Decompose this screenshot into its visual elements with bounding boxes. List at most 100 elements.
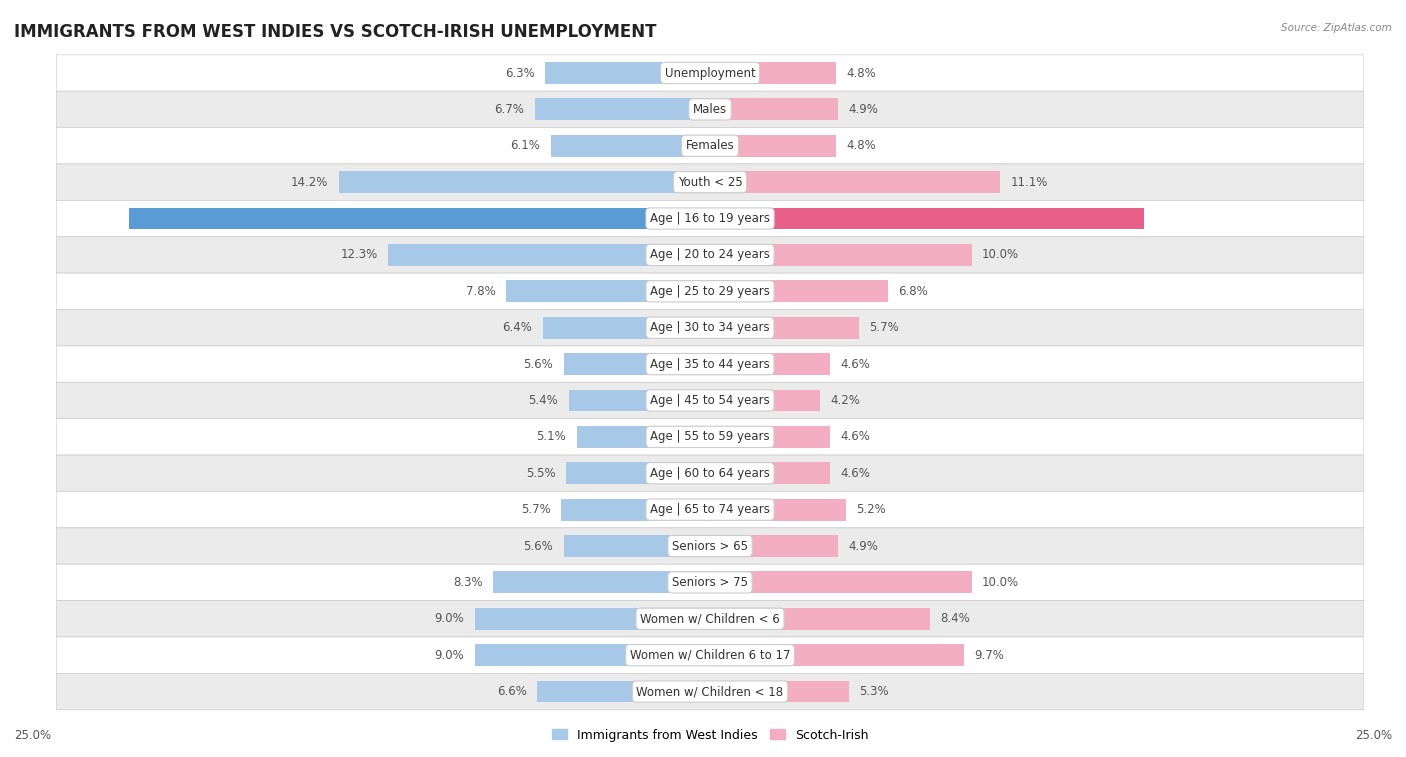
Text: 12.3%: 12.3% xyxy=(340,248,378,261)
FancyBboxPatch shape xyxy=(56,346,1364,382)
Bar xyxy=(475,608,710,630)
Bar xyxy=(534,98,710,120)
Text: 5.1%: 5.1% xyxy=(537,431,567,444)
Bar xyxy=(710,280,887,302)
Text: 14.2%: 14.2% xyxy=(291,176,328,188)
Bar xyxy=(710,316,859,338)
Text: Seniors > 75: Seniors > 75 xyxy=(672,576,748,589)
Text: Seniors > 65: Seniors > 65 xyxy=(672,540,748,553)
FancyBboxPatch shape xyxy=(56,491,1364,528)
Text: Age | 25 to 29 years: Age | 25 to 29 years xyxy=(650,285,770,298)
Text: 25.0%: 25.0% xyxy=(1355,729,1392,742)
Text: 9.0%: 9.0% xyxy=(434,649,464,662)
FancyBboxPatch shape xyxy=(56,674,1364,710)
Text: Age | 55 to 59 years: Age | 55 to 59 years xyxy=(650,431,770,444)
Text: 6.8%: 6.8% xyxy=(898,285,928,298)
Bar xyxy=(710,171,1000,193)
Text: Females: Females xyxy=(686,139,734,152)
Text: Unemployment: Unemployment xyxy=(665,67,755,79)
FancyBboxPatch shape xyxy=(56,637,1364,674)
FancyBboxPatch shape xyxy=(56,273,1364,310)
Text: 4.6%: 4.6% xyxy=(841,357,870,371)
Bar xyxy=(388,244,710,266)
Text: 16.6%: 16.6% xyxy=(1154,212,1192,225)
Text: 6.6%: 6.6% xyxy=(498,685,527,698)
FancyBboxPatch shape xyxy=(56,528,1364,564)
FancyBboxPatch shape xyxy=(56,600,1364,637)
Text: 5.3%: 5.3% xyxy=(859,685,889,698)
Bar xyxy=(710,207,1144,229)
FancyBboxPatch shape xyxy=(56,91,1364,128)
Bar xyxy=(546,62,710,84)
Text: Age | 65 to 74 years: Age | 65 to 74 years xyxy=(650,503,770,516)
Text: 5.6%: 5.6% xyxy=(523,540,553,553)
Bar xyxy=(710,644,963,666)
Bar xyxy=(710,354,831,375)
Text: 4.2%: 4.2% xyxy=(831,394,860,407)
Bar xyxy=(494,572,710,593)
FancyBboxPatch shape xyxy=(56,55,1364,91)
Bar xyxy=(129,207,710,229)
Text: Age | 30 to 34 years: Age | 30 to 34 years xyxy=(650,321,770,334)
Text: 8.4%: 8.4% xyxy=(941,612,970,625)
Bar xyxy=(710,535,838,557)
Bar xyxy=(710,499,846,521)
Bar xyxy=(710,572,972,593)
Bar xyxy=(710,98,838,120)
Text: 4.8%: 4.8% xyxy=(846,67,876,79)
Text: 9.0%: 9.0% xyxy=(434,612,464,625)
Text: 22.2%: 22.2% xyxy=(82,212,120,225)
FancyBboxPatch shape xyxy=(56,164,1364,201)
FancyBboxPatch shape xyxy=(56,310,1364,346)
FancyBboxPatch shape xyxy=(56,382,1364,419)
Text: 4.6%: 4.6% xyxy=(841,467,870,480)
Bar xyxy=(543,316,710,338)
Text: 7.8%: 7.8% xyxy=(465,285,495,298)
Bar xyxy=(710,62,835,84)
Bar xyxy=(564,354,710,375)
Text: 4.8%: 4.8% xyxy=(846,139,876,152)
Bar xyxy=(564,535,710,557)
FancyBboxPatch shape xyxy=(56,419,1364,455)
Bar xyxy=(576,426,710,448)
Bar xyxy=(561,499,710,521)
FancyBboxPatch shape xyxy=(56,237,1364,273)
Text: 5.5%: 5.5% xyxy=(526,467,555,480)
Text: 5.7%: 5.7% xyxy=(869,321,900,334)
Text: 6.1%: 6.1% xyxy=(510,139,540,152)
Text: 5.2%: 5.2% xyxy=(856,503,886,516)
Text: Women w/ Children 6 to 17: Women w/ Children 6 to 17 xyxy=(630,649,790,662)
Legend: Immigrants from West Indies, Scotch-Irish: Immigrants from West Indies, Scotch-Iris… xyxy=(551,728,869,742)
Text: Source: ZipAtlas.com: Source: ZipAtlas.com xyxy=(1281,23,1392,33)
Text: Males: Males xyxy=(693,103,727,116)
Text: Age | 20 to 24 years: Age | 20 to 24 years xyxy=(650,248,770,261)
Bar xyxy=(537,681,710,702)
Text: Youth < 25: Youth < 25 xyxy=(678,176,742,188)
Bar xyxy=(710,608,929,630)
Bar xyxy=(506,280,710,302)
Text: 10.0%: 10.0% xyxy=(981,248,1019,261)
Bar xyxy=(710,135,835,157)
Text: 5.7%: 5.7% xyxy=(520,503,551,516)
Bar xyxy=(551,135,710,157)
Text: 5.6%: 5.6% xyxy=(523,357,553,371)
Text: Age | 45 to 54 years: Age | 45 to 54 years xyxy=(650,394,770,407)
Text: 10.0%: 10.0% xyxy=(981,576,1019,589)
Bar xyxy=(710,681,849,702)
Text: 4.9%: 4.9% xyxy=(849,540,879,553)
Bar xyxy=(710,244,972,266)
Text: 6.4%: 6.4% xyxy=(502,321,533,334)
Bar xyxy=(339,171,710,193)
Bar xyxy=(710,390,820,411)
FancyBboxPatch shape xyxy=(56,455,1364,491)
Text: IMMIGRANTS FROM WEST INDIES VS SCOTCH-IRISH UNEMPLOYMENT: IMMIGRANTS FROM WEST INDIES VS SCOTCH-IR… xyxy=(14,23,657,41)
Text: Women w/ Children < 18: Women w/ Children < 18 xyxy=(637,685,783,698)
FancyBboxPatch shape xyxy=(56,564,1364,600)
Text: 6.7%: 6.7% xyxy=(495,103,524,116)
Text: 9.7%: 9.7% xyxy=(974,649,1004,662)
Text: Age | 35 to 44 years: Age | 35 to 44 years xyxy=(650,357,770,371)
Bar xyxy=(567,463,710,484)
Text: 8.3%: 8.3% xyxy=(453,576,482,589)
Bar xyxy=(475,644,710,666)
Text: 25.0%: 25.0% xyxy=(14,729,51,742)
